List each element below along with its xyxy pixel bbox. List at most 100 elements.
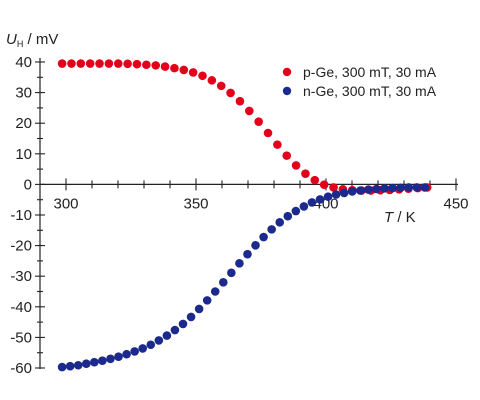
x-tick-label: 450 [443, 195, 468, 212]
data-point [98, 356, 107, 365]
data-point [76, 59, 86, 68]
y-tick-label: 20 [15, 115, 32, 132]
data-point [226, 88, 235, 98]
series-layer [57, 59, 432, 372]
data-point [310, 175, 320, 185]
data-point [132, 59, 142, 69]
data-point [151, 61, 160, 70]
data-point [307, 198, 317, 207]
data-point [81, 359, 91, 369]
data-point [188, 68, 198, 77]
data-point [198, 71, 207, 81]
data-point [291, 161, 301, 170]
y-tick-label: -30 [10, 268, 32, 285]
data-point [364, 185, 373, 194]
data-point [227, 268, 236, 278]
y-tick-label: 0 [24, 176, 32, 193]
data-point [282, 151, 292, 160]
data-point [254, 117, 263, 126]
data-point [356, 186, 365, 195]
data-point [210, 287, 220, 296]
data-point [412, 183, 422, 192]
axes [39, 58, 458, 369]
x-tick-label: 350 [183, 195, 208, 212]
y-tick-label: 10 [15, 146, 32, 163]
legend-marker-n-ge [282, 86, 292, 96]
data-point [267, 225, 276, 234]
data-point [179, 65, 189, 75]
data-point [235, 96, 245, 106]
data-point [67, 59, 76, 68]
y-tick-label: -40 [10, 299, 32, 316]
data-point [57, 362, 67, 372]
data-point [245, 106, 254, 116]
y-tick-label: -60 [10, 360, 32, 377]
data-point [243, 249, 252, 259]
data-point [331, 190, 341, 199]
data-point [170, 63, 179, 73]
data-point [291, 206, 301, 216]
y-tick-label: -10 [10, 207, 32, 224]
x-tick-label: 300 [53, 195, 78, 212]
data-point [130, 347, 139, 356]
data-point [301, 169, 310, 178]
data-point [323, 192, 333, 201]
data-point [122, 349, 131, 359]
data-point [372, 184, 381, 194]
data-point [138, 344, 147, 353]
data-point [380, 184, 389, 193]
data-point [104, 59, 114, 68]
data-point [319, 180, 329, 190]
y-tick-label: -20 [10, 238, 32, 255]
data-point [259, 232, 268, 242]
data-point [90, 357, 99, 367]
data-point [404, 183, 413, 192]
y-tick-label: 40 [15, 54, 32, 71]
legend-label-p-ge: p-Ge, 300 mT, 30 mA [303, 64, 437, 80]
data-point [194, 304, 204, 314]
data-point [396, 183, 405, 193]
y-tick-label: -50 [10, 329, 32, 346]
data-point [106, 354, 115, 364]
data-point [95, 59, 104, 68]
data-point [299, 202, 309, 211]
data-point [85, 59, 95, 68]
data-point [57, 59, 67, 68]
data-point [251, 240, 260, 250]
y-tick-label: 30 [15, 85, 32, 102]
data-point [142, 60, 151, 70]
data-point [65, 361, 75, 371]
x-axis-label: T / K [384, 209, 416, 226]
data-point [339, 188, 349, 198]
legend-marker-p-ge [282, 67, 292, 77]
y-axis-label: UH / mV [6, 31, 58, 49]
data-point [114, 352, 123, 361]
data-point [123, 59, 132, 69]
data-point [162, 331, 172, 340]
legend: p-Ge, 300 mT, 30 mA n-Ge, 300 mT, 30 mA [282, 64, 437, 99]
data-point [202, 296, 212, 305]
data-point [388, 183, 397, 193]
data-point [216, 81, 226, 91]
data-point [154, 336, 164, 345]
data-point [273, 140, 282, 149]
data-point [178, 319, 188, 329]
data-point [315, 195, 325, 204]
data-point [283, 211, 293, 221]
data-point [275, 218, 285, 227]
legend-label-n-ge: n-Ge, 300 mT, 30 mA [303, 83, 437, 99]
data-point [113, 59, 123, 68]
data-point [420, 183, 430, 192]
data-point [347, 187, 357, 196]
data-point [329, 183, 338, 192]
data-point [170, 325, 180, 335]
data-point [160, 62, 170, 71]
data-point [186, 312, 196, 322]
data-point [235, 259, 244, 268]
data-point [146, 340, 156, 350]
data-point [219, 278, 228, 287]
data-point [263, 128, 273, 138]
data-point [73, 360, 83, 370]
